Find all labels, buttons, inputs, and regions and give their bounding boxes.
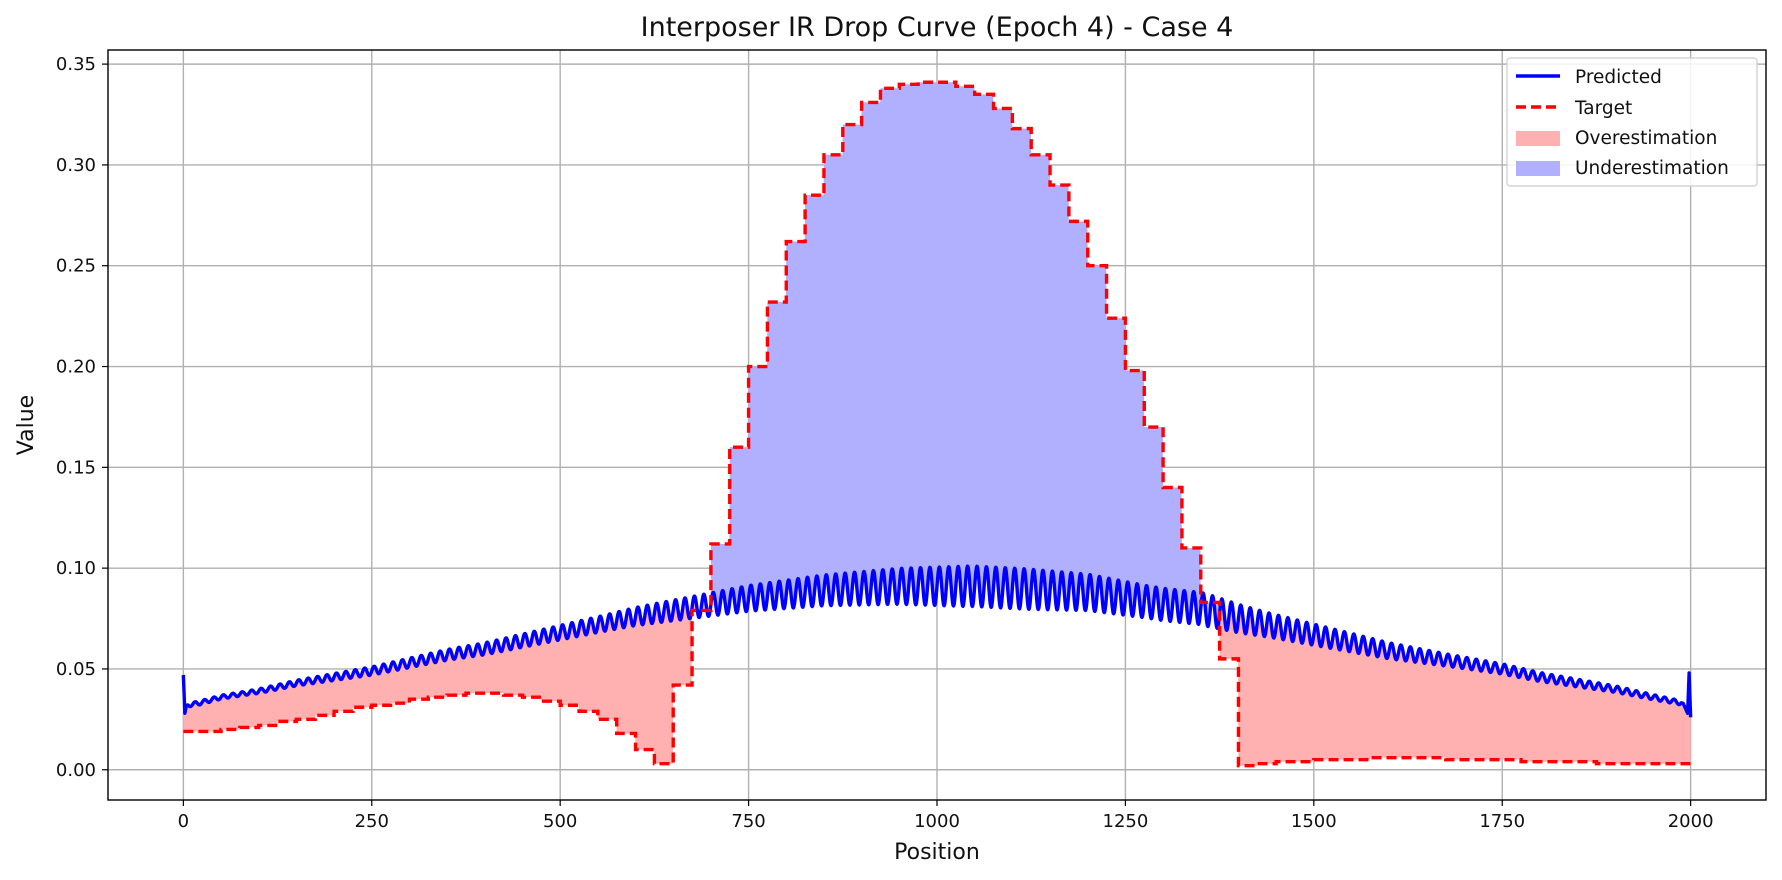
difference-fills	[183, 82, 1691, 766]
y-tick-label: 0.05	[56, 659, 96, 680]
x-tick-label: 1500	[1291, 811, 1337, 832]
legend-underestimation-label: Underestimation	[1575, 158, 1729, 179]
underestimation-area	[697, 82, 1220, 659]
y-axis-label: Value	[14, 395, 39, 455]
legend-predicted-label: Predicted	[1575, 67, 1662, 88]
x-tick-label: 1250	[1103, 811, 1149, 832]
legend-underestimation-swatch	[1516, 161, 1560, 176]
legend-box	[1506, 57, 1758, 187]
series-lines	[181, 80, 1693, 768]
x-tick-label: 500	[543, 811, 577, 832]
x-tick-label: 750	[731, 811, 765, 832]
target-line	[183, 80, 1691, 768]
y-tick-label: 0.35	[56, 54, 96, 75]
x-tick-label: 1750	[1479, 811, 1525, 832]
legend-target-label: Target	[1574, 98, 1632, 119]
y-tick-label: 0.30	[56, 155, 96, 176]
y-tick-label: 0.20	[56, 357, 96, 378]
axis-ticks: 0 250 500 750 1000 1250 1500 1750 2000 0.00 0.05 0.…	[56, 54, 1714, 832]
x-tick-label: 1000	[914, 811, 960, 832]
chart-title: Interposer IR Drop Curve (Epoch 4) - Cas…	[641, 12, 1234, 43]
x-tick-label: 0	[178, 811, 189, 832]
y-tick-label: 0.25	[56, 256, 96, 277]
overestimation-area	[183, 543, 1691, 766]
legend-overestimation-label: Overestimation	[1575, 128, 1717, 149]
y-tick-label: 0.00	[56, 760, 96, 781]
y-tick-label: 0.10	[56, 558, 96, 579]
legend: Predicted Target Overestimation Underest…	[1506, 57, 1758, 187]
x-tick-label: 2000	[1668, 811, 1714, 832]
x-axis-label: Position	[894, 840, 980, 865]
x-tick-label: 250	[355, 811, 389, 832]
y-tick-label: 0.15	[56, 457, 96, 478]
predicted-line	[181, 564, 1693, 718]
legend-overestimation-swatch	[1516, 131, 1560, 146]
